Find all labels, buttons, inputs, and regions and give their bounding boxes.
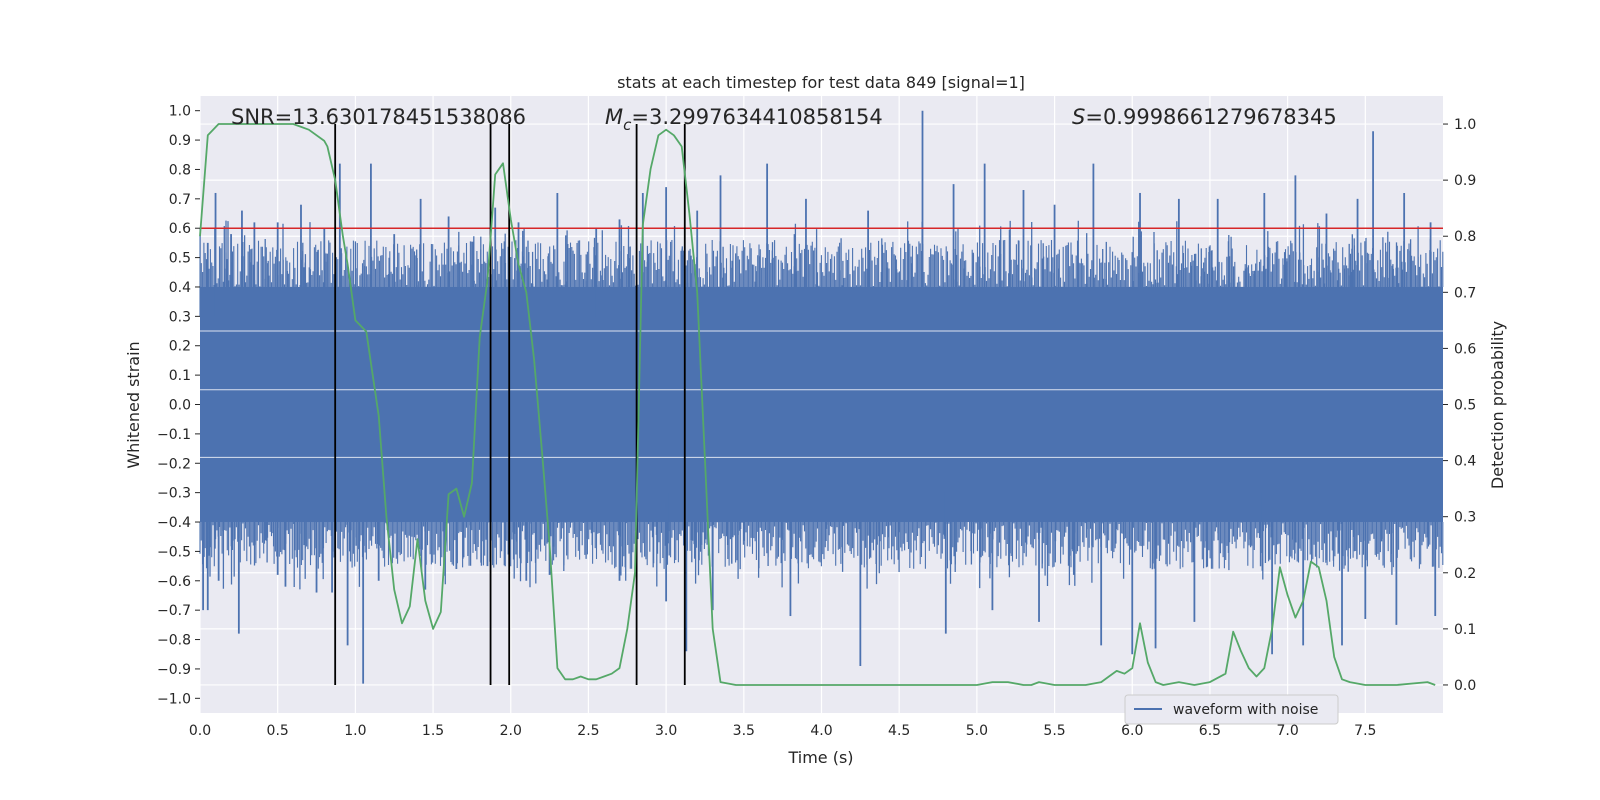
x-tick-label: 3.0: [655, 723, 677, 739]
y-right-tick-label: 0.9: [1454, 173, 1476, 189]
waveform-noise-band: [200, 286, 1443, 523]
y-tick-label: 0.6: [169, 221, 191, 237]
legend-entry: waveform with noise: [1173, 702, 1318, 718]
y-tick-label: 0.4: [169, 280, 191, 296]
y-right-tick-label: 1.0: [1454, 117, 1476, 133]
vertical-lines-layer: [334, 124, 686, 685]
y-tick-label: −0.7: [157, 603, 191, 619]
x-tick-label: 5.0: [966, 723, 988, 739]
probability-series: [199, 123, 1436, 686]
legend-box: [1124, 694, 1339, 725]
x-tick-label: 2.0: [500, 723, 522, 739]
y-tick-label: −0.9: [157, 662, 191, 678]
y-right-tick-label: 0.2: [1454, 566, 1476, 582]
chirp-mass-subscript: c: [623, 116, 632, 134]
y-right-tick-label: 0.4: [1454, 454, 1476, 470]
chirp-mass-annotation: Mc=3.2997634410858154: [605, 105, 883, 134]
ticks-layer: 0.0 0.5 1.0 1.5 2.0 2.5 3.0 3.5 4.0 4.5 5.0 5.5 6.0 6…: [157, 104, 1476, 739]
y-tick-label: 0.1: [169, 368, 191, 384]
s-value: =0.9998661279678345: [1085, 105, 1336, 129]
x-tick-label: 5.5: [1043, 723, 1065, 739]
y-axis-right-label: Detection probability: [1488, 321, 1507, 489]
y-tick-label: −0.1: [157, 427, 191, 443]
y-right-tick-label: 0.5: [1454, 398, 1476, 414]
y-axis-label: Whitened strain: [124, 341, 143, 468]
y-tick-label: −0.2: [157, 456, 191, 472]
y-tick-label: −0.8: [157, 633, 191, 649]
y-tick-label: −0.4: [157, 515, 191, 531]
y-tick-label: −0.6: [157, 574, 191, 590]
y-tick-label: 0.3: [169, 309, 191, 325]
s-annotation: S=0.9998661279678345: [1072, 105, 1337, 129]
x-tick-label: 0.5: [267, 723, 289, 739]
y-tick-label: 0.9: [169, 133, 191, 149]
y-tick-label: −0.3: [157, 486, 191, 502]
y-tick-label: 1.0: [169, 104, 191, 120]
x-tick-label: 0.0: [189, 723, 211, 739]
y-right-tick-label: 0.0: [1454, 678, 1476, 694]
x-tick-label: 4.5: [888, 723, 910, 739]
waveform-series: [199, 110, 1444, 684]
snr-annotation: SNR=13.630178451538086: [231, 105, 526, 129]
x-tick-label: 2.5: [577, 723, 599, 739]
y-right-tick-label: 0.7: [1454, 285, 1476, 301]
x-tick-label: 1.5: [422, 723, 444, 739]
x-tick-label: 6.5: [1199, 723, 1221, 739]
y-right-tick-label: 0.3: [1454, 510, 1476, 526]
y-tick-label: 0.0: [169, 398, 191, 414]
chart-title: stats at each timestep for test data 849…: [617, 73, 1025, 92]
x-tick-label: 7.5: [1354, 723, 1376, 739]
legend: waveform with noise: [1124, 694, 1339, 725]
x-tick-label: 7.0: [1276, 723, 1298, 739]
y-tick-label: 0.8: [169, 162, 191, 178]
x-axis-label: Time (s): [787, 748, 853, 767]
y-tick-label: −1.0: [157, 691, 191, 707]
y-tick-label: 0.7: [169, 192, 191, 208]
probability-line: [199, 123, 1436, 686]
y-right-tick-label: 0.6: [1454, 341, 1476, 357]
x-tick-label: 6.0: [1121, 723, 1143, 739]
y-tick-label: 0.5: [169, 251, 191, 267]
chirp-mass-value: =3.2997634410858154: [631, 105, 882, 129]
y-right-tick-label: 0.1: [1454, 622, 1476, 638]
y-tick-label: 0.2: [169, 339, 191, 355]
waveform-fringe-lower: [199, 522, 1444, 569]
x-tick-label: 1.0: [344, 723, 366, 739]
chirp-mass-symbol: M: [605, 105, 623, 129]
y-tick-label: −0.5: [157, 544, 191, 560]
x-tick-label: 4.0: [810, 723, 832, 739]
y-right-tick-label: 0.8: [1454, 229, 1476, 245]
s-symbol: S: [1072, 105, 1085, 129]
waveform-medium-spikes: [199, 220, 1432, 590]
x-tick-label: 3.5: [733, 723, 755, 739]
